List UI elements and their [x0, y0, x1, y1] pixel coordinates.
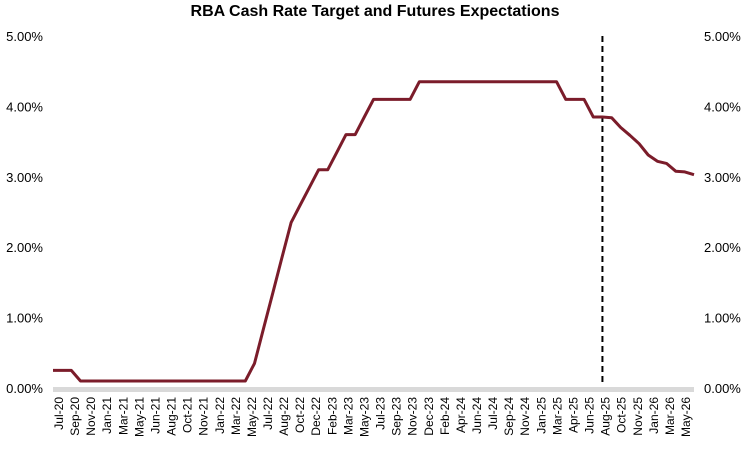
x-tick-label: Jan-22	[213, 397, 227, 434]
y-tick-label-left: 0.00%	[6, 381, 43, 396]
x-tick-label: Jan-25	[534, 397, 548, 434]
chart-title: RBA Cash Rate Target and Futures Expecta…	[190, 3, 560, 20]
x-tick-label: Oct-21	[181, 397, 195, 433]
y-tick-label-right: 5.00%	[704, 29, 741, 44]
x-tick-label: Nov-21	[197, 397, 211, 436]
x-tick-label: Aug-25	[599, 397, 613, 436]
y-tick-label-right: 2.00%	[704, 240, 741, 255]
x-tick-label: Nov-25	[631, 397, 645, 436]
y-tick-label-right: 1.00%	[704, 311, 741, 326]
x-tick-label: Mar-22	[229, 397, 243, 435]
x-tick-label: Jan-21	[100, 397, 114, 434]
x-tick-label: Dec-23	[422, 397, 436, 436]
x-tick-label: Aug-21	[165, 397, 179, 436]
x-axis-baseline	[53, 387, 694, 392]
cash-rate-line	[53, 80, 695, 383]
y-tick-label-left: 1.00%	[6, 311, 43, 326]
x-tick-label: Oct-25	[615, 397, 629, 433]
x-tick-label: Mar-21	[116, 397, 130, 435]
x-tick-label: May-23	[357, 397, 371, 437]
x-tick-label: Apr-24	[454, 397, 468, 433]
x-tick-label: Feb-24	[438, 397, 452, 435]
x-tick-label: Nov-20	[84, 397, 98, 436]
x-tick-label: May-26	[679, 397, 693, 437]
y-axis-left: 0.00% 1.00% 2.00% 3.00% 4.00% 5.00%	[6, 29, 43, 396]
x-tick-label: Jan-26	[647, 397, 661, 434]
x-tick-label: Jul-24	[486, 397, 500, 430]
x-tick-label: Jun-21	[148, 397, 162, 434]
x-tick-label: Jun-24	[470, 397, 484, 434]
y-tick-label-left: 4.00%	[6, 99, 43, 114]
x-tick-label: May-22	[245, 397, 259, 437]
x-tick-label: May-21	[132, 397, 146, 437]
y-axis-right: 0.00% 1.00% 2.00% 3.00% 4.00% 5.00%	[704, 29, 741, 396]
x-tick-label: Nov-24	[518, 397, 532, 436]
y-tick-label-right: 3.00%	[704, 170, 741, 185]
x-tick-label: Aug-22	[277, 397, 291, 436]
x-tick-label: Feb-23	[325, 397, 339, 435]
x-tick-label: Apr-25	[566, 397, 580, 433]
y-tick-label-right: 0.00%	[704, 381, 741, 396]
x-tick-label: Dec-22	[309, 397, 323, 436]
x-tick-label: Sep-20	[68, 397, 82, 436]
x-tick-label: Mar-23	[341, 397, 355, 435]
x-tick-label: Sep-23	[390, 397, 404, 436]
y-tick-label-left: 2.00%	[6, 240, 43, 255]
x-tick-label: Jul-23	[374, 397, 388, 430]
x-tick-label: Jul-20	[52, 397, 66, 430]
x-tick-label: Sep-24	[502, 397, 516, 436]
x-tick-label: Nov-23	[406, 397, 420, 436]
y-tick-label-left: 3.00%	[6, 170, 43, 185]
x-axis: Jul-20 Sep-20 Nov-20 Jan-21 Mar-21 May-21 Jun-…	[52, 397, 693, 437]
x-tick-label: Mar-25	[550, 397, 564, 435]
x-tick-label: Jun-25	[583, 397, 597, 434]
x-tick-label: Mar-26	[663, 397, 677, 435]
y-tick-label-left: 5.00%	[6, 29, 43, 44]
x-tick-label: Jul-22	[261, 397, 275, 430]
y-tick-label-right: 4.00%	[704, 99, 741, 114]
x-tick-label: Oct-22	[293, 397, 307, 433]
